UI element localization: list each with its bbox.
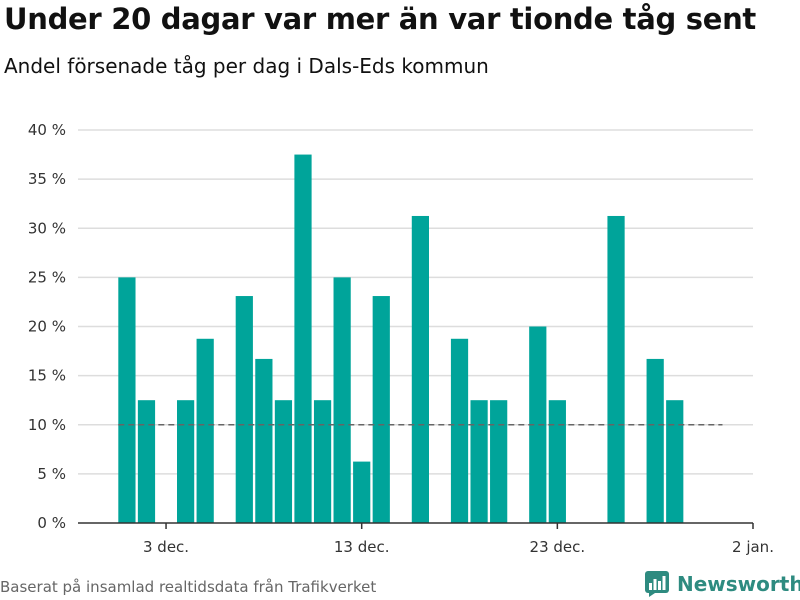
y-tick-label: 35 % <box>28 170 66 188</box>
brand-logo: Newsworthy <box>645 570 800 598</box>
y-tick-label: 30 % <box>28 219 66 237</box>
bar <box>470 400 488 523</box>
x-tick-label: 3 dec. <box>143 538 189 556</box>
y-tick-label: 15 % <box>28 367 66 385</box>
bar <box>137 400 156 523</box>
chart-title: Under 20 dagar var mer än var tionde tåg… <box>4 2 756 36</box>
bar <box>548 400 566 523</box>
y-axis-ticks: 0 % 5 % 10 % 15 % 20 % 25 % 30 % 35 % 40 % <box>28 121 66 532</box>
x-axis-ticks: 3 dec. 13 dec. 23 dec. 2 jan. <box>143 523 774 556</box>
bar <box>333 277 351 523</box>
bar <box>313 400 332 523</box>
bar <box>450 338 469 523</box>
bar <box>196 338 214 523</box>
bar <box>666 400 684 523</box>
bar <box>255 358 273 523</box>
bar <box>372 296 390 523</box>
chart-subtitle: Andel försenade tåg per dag i Dals-Eds k… <box>4 54 489 78</box>
bar <box>529 326 547 523</box>
x-tick-label: 2 jan. <box>732 538 774 556</box>
x-tick-label: 23 dec. <box>530 538 586 556</box>
y-tick-label: 5 % <box>37 465 66 483</box>
bar <box>118 277 136 523</box>
bar <box>646 358 664 523</box>
bar <box>411 215 429 523</box>
y-tick-label: 20 % <box>28 318 66 336</box>
bar <box>353 461 371 523</box>
y-tick-label: 0 % <box>37 514 66 532</box>
bar <box>607 215 625 523</box>
y-tick-label: 25 % <box>28 268 66 286</box>
bar <box>294 154 312 523</box>
y-tick-label: 40 % <box>28 121 66 139</box>
brand-name: Newsworthy <box>677 572 800 596</box>
bar <box>490 400 508 523</box>
x-tick-label: 13 dec. <box>334 538 390 556</box>
y-tick-label: 10 % <box>28 416 66 434</box>
bar <box>274 400 293 523</box>
source-note: Baserat på insamlad realtidsdata från Tr… <box>0 578 377 596</box>
bar-chart-logo-icon <box>645 571 669 597</box>
bars <box>118 154 684 523</box>
bar <box>235 296 253 523</box>
bar <box>177 400 195 523</box>
